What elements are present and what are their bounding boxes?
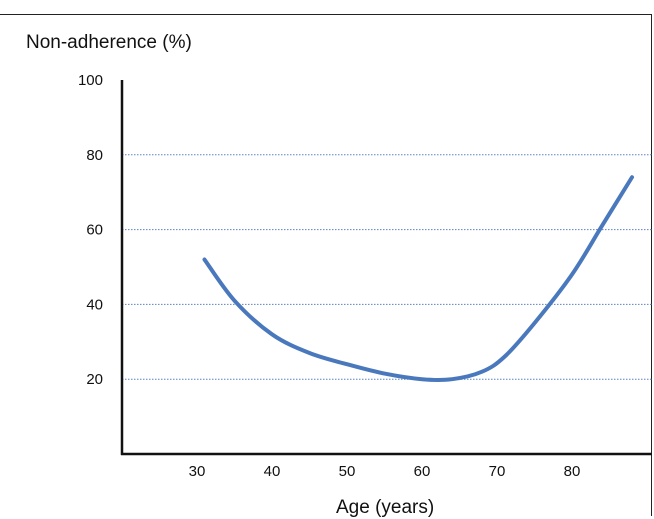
x-tick-label: 70 [489, 463, 506, 480]
x-tick-label: 40 [264, 463, 281, 480]
x-tick-label: 60 [414, 463, 431, 480]
x-tick-label: 30 [189, 463, 206, 480]
series-group [202, 175, 634, 383]
axes [120, 80, 652, 456]
y-tick-label: 60 [86, 222, 103, 239]
y-tick-label: 20 [86, 371, 103, 388]
y-tick-labels: 20 40 60 80 100 [78, 72, 103, 388]
y-tick-label: 80 [86, 147, 103, 164]
chart-frame [0, 14, 652, 516]
x-tick-label: 80 [564, 463, 581, 480]
x-tick-label: 50 [339, 463, 356, 480]
y-axis-title: Non-adherence (%) [26, 32, 192, 53]
gridlines [122, 154, 652, 380]
series-line-0 [202, 175, 634, 383]
y-tick-label: 100 [78, 72, 103, 89]
y-tick-label: 40 [86, 296, 103, 313]
x-axis-title: Age (years) [336, 497, 435, 518]
x-tick-labels: 30 40 50 60 70 80 [189, 463, 581, 480]
